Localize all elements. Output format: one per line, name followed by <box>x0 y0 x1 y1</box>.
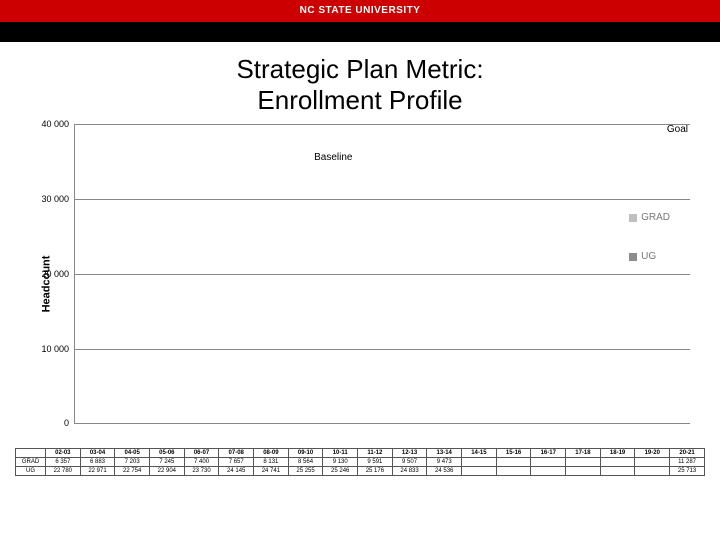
table-col-header: 10-11 <box>323 449 358 458</box>
table-col-header: 12-13 <box>392 449 427 458</box>
legend: GRAD UG <box>629 212 670 290</box>
table-col-header: 15-16 <box>496 449 531 458</box>
legend-label: GRAD <box>641 212 670 223</box>
table-col-header: 03-04 <box>80 449 115 458</box>
table-col-header: 04-05 <box>115 449 150 458</box>
header-black-bar <box>0 22 720 42</box>
table-cell <box>462 458 497 467</box>
table-cell: 6 883 <box>80 458 115 467</box>
gridline <box>75 274 690 275</box>
table-cell <box>496 458 531 467</box>
table-corner <box>16 449 46 458</box>
table-col-header: 19-20 <box>635 449 670 458</box>
table-cell: 8 564 <box>288 458 323 467</box>
table-cell <box>531 458 566 467</box>
legend-label: UG <box>641 251 656 262</box>
plot-area: 010 00020 00030 00040 000Baseline <box>74 124 690 424</box>
table-col-header: 20-21 <box>670 449 705 458</box>
table-cell: 7 400 <box>184 458 219 467</box>
y-tick-label: 10 000 <box>29 344 69 354</box>
page-title: Strategic Plan Metric: Enrollment Profil… <box>0 54 720 116</box>
table-col-header: 02-03 <box>46 449 81 458</box>
legend-swatch <box>629 253 637 261</box>
y-tick-label: 20 000 <box>29 269 69 279</box>
table-col-header: 08-09 <box>254 449 289 458</box>
legend-item: GRAD <box>629 212 670 223</box>
table-col-header: 07-08 <box>219 449 254 458</box>
table-cell: 22 904 <box>150 467 185 476</box>
table-col-header: 14-15 <box>462 449 497 458</box>
brand-bar: NC STATE UNIVERSITY <box>0 0 720 22</box>
table-cell <box>566 458 601 467</box>
table-cell: 9 507 <box>392 458 427 467</box>
table-row: UG22 78022 97122 75422 90423 73024 14524… <box>16 467 705 476</box>
table-cell: 7 657 <box>219 458 254 467</box>
table-header-row: 02-0303-0404-0505-0606-0707-0808-0909-10… <box>16 449 705 458</box>
table-cell <box>635 458 670 467</box>
data-table: 02-0303-0404-0505-0606-0707-0808-0909-10… <box>15 448 705 476</box>
table-cell: 7 203 <box>115 458 150 467</box>
table-cell: 23 730 <box>184 467 219 476</box>
table-col-header: 17-18 <box>566 449 601 458</box>
table-cell: 25 176 <box>358 467 393 476</box>
table-cell <box>496 467 531 476</box>
table-cell: 8 131 <box>254 458 289 467</box>
gridline <box>75 199 690 200</box>
y-tick-label: 0 <box>29 418 69 428</box>
table-col-header: 16-17 <box>531 449 566 458</box>
table-col-header: 11-12 <box>358 449 393 458</box>
table-cell: 25 246 <box>323 467 358 476</box>
data-table-wrap: 02-0303-0404-0505-0606-0707-0808-0909-10… <box>15 448 705 476</box>
table-cell: 9 473 <box>427 458 462 467</box>
legend-item: UG <box>629 251 670 262</box>
table-cell <box>635 467 670 476</box>
table-cell: 9 591 <box>358 458 393 467</box>
title-line1: Strategic Plan Metric: <box>236 54 483 84</box>
table-cell: 22 754 <box>115 467 150 476</box>
table-body: GRAD6 3576 8837 2037 2457 4007 6578 1318… <box>16 458 705 476</box>
table-cell: 24 741 <box>254 467 289 476</box>
y-axis-label: Headcount <box>40 256 52 313</box>
table-col-header: 09-10 <box>288 449 323 458</box>
table-cell <box>566 467 601 476</box>
table-cell <box>462 467 497 476</box>
table-cell: 25 255 <box>288 467 323 476</box>
table-cell: 22 971 <box>80 467 115 476</box>
chart: Headcount Goal 010 00020 00030 00040 000… <box>20 124 700 444</box>
y-tick-label: 30 000 <box>29 194 69 204</box>
gridline <box>75 349 690 350</box>
table-cell: 7 245 <box>150 458 185 467</box>
legend-swatch <box>629 214 637 222</box>
table-cell: 24 145 <box>219 467 254 476</box>
baseline-label: Baseline <box>314 152 352 163</box>
table-cell: 9 130 <box>323 458 358 467</box>
table-cell <box>531 467 566 476</box>
table-col-header: 05-06 <box>150 449 185 458</box>
table-cell: 11 287 <box>670 458 705 467</box>
y-tick-label: 40 000 <box>29 119 69 129</box>
table-cell: 24 833 <box>392 467 427 476</box>
table-cell <box>600 458 635 467</box>
table-row-label: UG <box>16 467 46 476</box>
table-cell: 25 713 <box>670 467 705 476</box>
table-cell <box>600 467 635 476</box>
table-row-label: GRAD <box>16 458 46 467</box>
table-cell: 24 536 <box>427 467 462 476</box>
title-line2: Enrollment Profile <box>257 85 462 115</box>
table-col-header: 13-14 <box>427 449 462 458</box>
table-cell: 22 780 <box>46 467 81 476</box>
table-col-header: 06-07 <box>184 449 219 458</box>
table-row: GRAD6 3576 8837 2037 2457 4007 6578 1318… <box>16 458 705 467</box>
gridline <box>75 124 690 125</box>
table-cell: 6 357 <box>46 458 81 467</box>
table-col-header: 18-19 <box>600 449 635 458</box>
